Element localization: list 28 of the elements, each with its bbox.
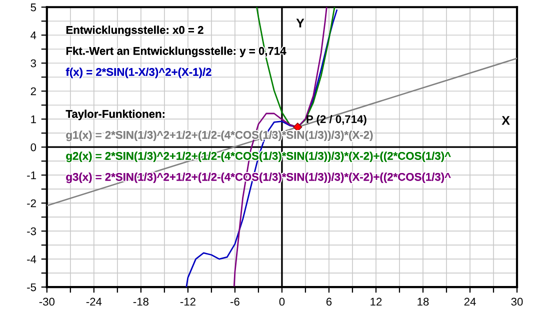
y-tick-label: -5 [27,283,36,292]
x-tick-label: -30 [39,298,54,306]
y-tick-label: -3 [27,227,36,236]
x-tick-label: 6 [326,298,332,306]
y-axis-title: Y [296,18,304,28]
annotation: Entwicklungsstelle: x0 = 2 [66,26,204,36]
annotation: Taylor-Funktionen: [66,110,164,120]
x-tick-label: 0 [279,298,285,306]
x-tick-label: -12 [180,298,196,306]
y-tick-label: 0 [30,143,36,152]
y-tick-label: 4 [30,32,36,40]
y-tick-label: 3 [30,59,36,68]
x-tick-label: 24 [464,298,476,306]
y-tick-label: -2 [27,199,36,208]
x-tick-label: -6 [230,298,240,306]
x-tick-label: -18 [133,298,148,306]
y-tick-label: -1 [27,171,36,180]
x-tick-label: 30 [511,298,523,306]
annotation: P (2 / 0,714) [306,114,366,126]
x-tick-label: -24 [86,298,102,306]
y-tick-label: 2 [30,87,36,96]
y-tick-label: 5 [30,4,36,12]
y-tick-label: -4 [27,255,36,264]
text: f(x) = 2*SIN(1-X/3)^2+(X-1)/2 [66,68,212,78]
x-tick-label: 12 [370,298,382,306]
y-tick-label: 1 [31,115,36,124]
x-axis-title: X [502,116,510,125]
x-tick-label: 18 [418,298,429,306]
